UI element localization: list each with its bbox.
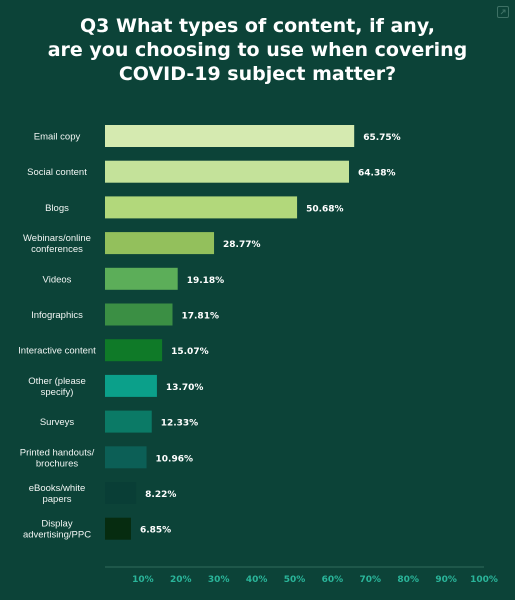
bar-value-label-9: 12.33% (161, 419, 199, 429)
bar-5 (105, 267, 178, 290)
bar-value-label-12: 6.85% (140, 526, 171, 536)
x-tick-label-20: 20% (170, 575, 192, 585)
category-label-11: eBooks/white papers (29, 483, 86, 505)
bar-7 (105, 339, 163, 362)
category-label-5: Videos (43, 274, 72, 285)
x-tick-label-40: 40% (246, 575, 268, 585)
category-label-4: Webinars/online conferences (23, 233, 91, 255)
bar-10 (105, 446, 147, 469)
category-label-6: Infographics (31, 310, 83, 321)
bar-value-label-3: 50.68% (306, 204, 344, 214)
bar-value-label-11: 8.22% (145, 490, 176, 500)
expand-icon[interactable] (497, 6, 509, 18)
x-tick-label-60: 60% (322, 575, 344, 585)
bar-3 (105, 196, 298, 219)
chart-title-line-3: COVID-19 subject matter? (118, 63, 397, 85)
bar-4 (105, 232, 215, 255)
bar-value-label-6: 17.81% (181, 312, 219, 322)
bar-6 (105, 303, 173, 326)
bar-value-label-2: 64.38% (358, 169, 396, 179)
x-tick-label-90: 90% (435, 575, 457, 585)
bar-2 (105, 160, 350, 183)
x-tick-label-70: 70% (360, 575, 382, 585)
expand-icon-glyph (500, 9, 506, 15)
bar-12 (105, 517, 131, 540)
bar-9 (105, 410, 152, 433)
category-label-7: Interactive content (18, 346, 96, 357)
category-label-9: Surveys (40, 417, 75, 428)
x-tick-label-100: 100% (470, 575, 498, 585)
bar-11 (105, 482, 137, 504)
bar-value-label-7: 15.07% (171, 347, 209, 357)
x-tick-label-10: 10% (132, 575, 154, 585)
chart-title-line-2: are you choosing to use when covering (47, 39, 468, 61)
category-label-12: Display advertising/PPC (23, 519, 91, 541)
category-label-2: Social content (27, 167, 87, 178)
x-tick-label-80: 80% (397, 575, 419, 585)
bar-8 (105, 374, 157, 397)
x-tick-label-30: 30% (208, 575, 230, 585)
category-label-3: Blogs (45, 203, 69, 214)
bar-value-label-4: 28.77% (223, 240, 261, 250)
bar-1 (105, 125, 355, 147)
category-label-10: Printed handouts/brochures (20, 447, 95, 469)
bar-value-label-1: 65.75% (363, 133, 401, 143)
bar-value-label-10: 10.96% (156, 454, 194, 464)
bar-value-label-5: 19.18% (187, 276, 225, 286)
chart-title-line-1: Q3 What types of content, if any, (80, 15, 435, 37)
x-tick-label-50: 50% (284, 575, 306, 585)
category-label-1: Email copy (34, 132, 81, 143)
category-label-8: Other (please specify) (28, 376, 86, 398)
bar-value-label-8: 13.70% (166, 383, 204, 393)
